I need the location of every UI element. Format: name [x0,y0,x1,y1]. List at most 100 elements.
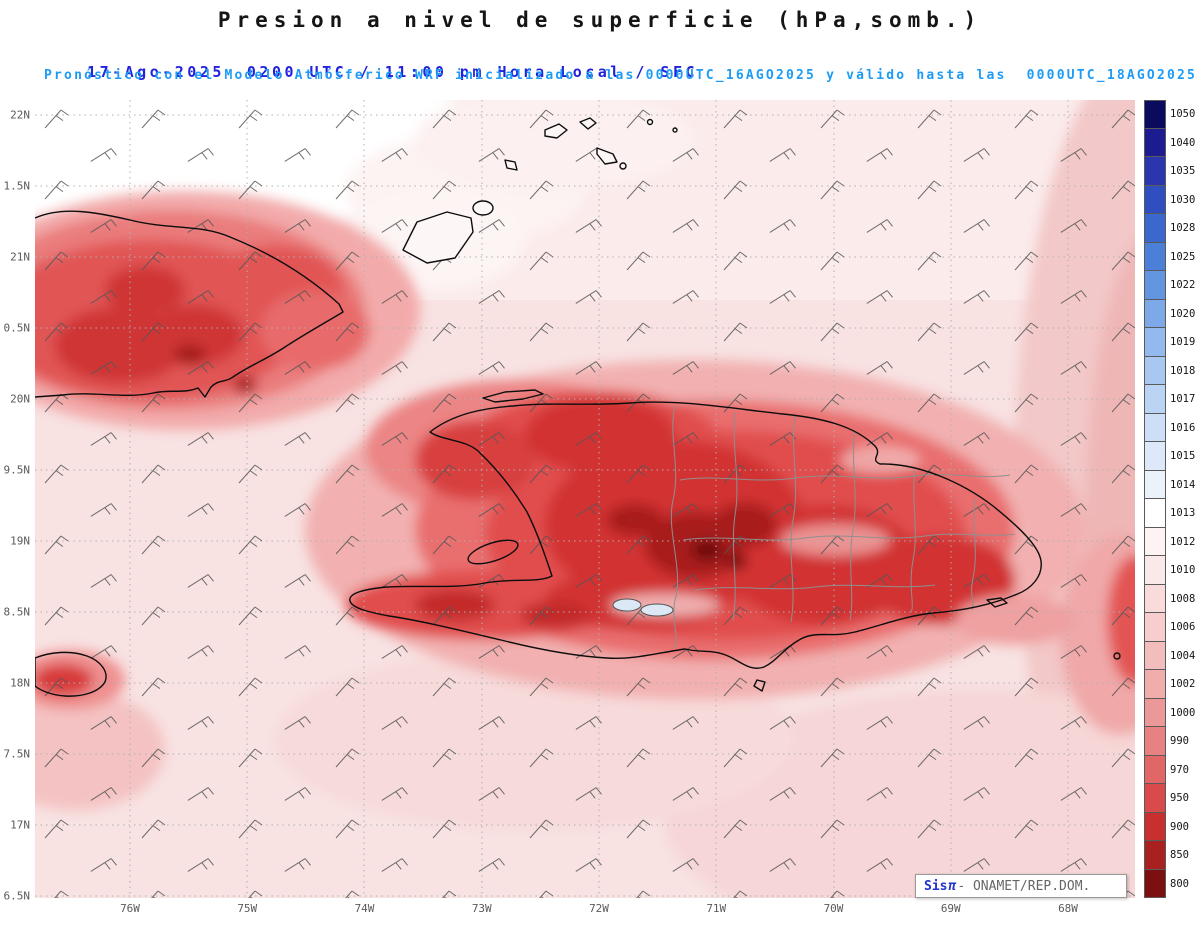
colorbar-entry: 1000 [1144,697,1200,727]
pi-logo-icon: π [948,878,957,894]
colorbar-swatch [1144,811,1166,841]
colorbar-label: 1035 [1170,165,1196,177]
lat-tick-label: 6.5N [3,889,31,903]
colorbar-label: 1019 [1170,336,1196,348]
forecast-time: 0200 UTC / 11:00 pm Hora Local / SFC [246,63,699,81]
colorbar-entry: 1015 [1144,441,1200,471]
lon-tick-label: 74W [354,902,375,915]
colorbar-swatch [1144,526,1166,556]
colorbar-label: 1002 [1170,678,1196,690]
colorbar-entry: 1030 [1144,184,1200,214]
map-plot [35,100,1135,898]
colorbar-label: 1050 [1170,108,1196,120]
colorbar-label: 1014 [1170,478,1196,491]
valid-time-line: 17-Ago-2025 0200 UTC / 11:00 pm Hora Loca… [62,45,698,81]
colorbar-swatch [1144,498,1166,528]
colorbar-label: 900 [1170,820,1189,833]
colorbar-swatch [1144,213,1166,243]
colorbar-entry: 850 [1144,840,1200,870]
colorbar-entry: 1017 [1144,384,1200,414]
colorbar-swatch [1144,298,1166,328]
colorbar-label: 1040 [1170,136,1196,149]
colorbar-entry: 1006 [1144,612,1200,642]
attribution-box: Sis π - ONAMET/REP.DOM. [915,874,1127,898]
colorbar-swatch [1144,270,1166,300]
colorbar-entry: 800 [1144,868,1200,898]
lat-tick-label: 21N [10,250,30,264]
colorbar-entry: 1028 [1144,213,1200,243]
lat-tick-label: 22N [10,108,30,122]
lat-tick-label: 19N [10,534,30,548]
lat-axis: 22N 1.5N 21N 0.5N 20N 9.5N 19N 8.5N 18N 7.5N 17N 6.… [0,100,33,903]
colorbar-entry: 950 [1144,783,1200,813]
colorbar-swatch [1144,127,1166,157]
lat-tick-label: 1.5N [3,179,31,193]
lon-tick-label: 69W [940,902,961,915]
colorbar-entry: 990 [1144,726,1200,756]
colorbar: 1050 1040 1035 1030 1028 1025 1022 1020 1019 1018… [1144,100,1200,898]
colorbar-swatch [1144,697,1166,727]
colorbar-swatch [1144,327,1166,357]
page-title: Presion a nivel de superficie (hPa,somb.… [217,8,983,32]
colorbar-swatch [1144,783,1166,813]
colorbar-swatch [1144,612,1166,642]
colorbar-label: 1013 [1170,507,1196,519]
colorbar-entry: 1025 [1144,241,1200,271]
colorbar-swatch [1144,100,1166,129]
colorbar-swatch [1144,669,1166,699]
colorbar-entry: 1050 [1144,100,1200,129]
colorbar-swatch [1144,184,1166,214]
admin-boundaries [670,405,1016,649]
lakes [612,598,674,617]
pressure-map [35,100,1135,898]
colorbar-label: 1010 [1170,564,1196,576]
colorbar-swatch [1144,726,1166,756]
colorbar-label: 1012 [1170,535,1196,548]
colorbar-entry: 1040 [1144,127,1200,157]
lat-tick-label: 18N [10,676,30,690]
lat-tick-label: 0.5N [3,321,31,335]
wind-barbs [35,100,1135,898]
lat-tick-label: 9.5N [3,463,31,477]
colorbar-entry: 1019 [1144,327,1200,357]
colorbar-label: 990 [1170,735,1189,747]
colorbar-entry: 970 [1144,754,1200,784]
colorbar-entry: 1008 [1144,583,1200,613]
lat-tick-label: 7.5N [3,747,31,761]
colorbar-label: 1025 [1170,250,1196,263]
colorbar-swatch [1144,754,1166,784]
colorbar-label: 850 [1170,849,1189,861]
colorbar-swatch [1144,868,1166,898]
colorbar-entry: 1016 [1144,412,1200,442]
model-info-line: Pronóstico con el Modelo Atmósferico WRF… [44,68,1198,83]
colorbar-label: 1008 [1170,592,1196,605]
colorbar-swatch [1144,384,1166,414]
colorbar-swatch [1144,840,1166,870]
colorbar-swatch [1144,469,1166,499]
colorbar-entry: 1020 [1144,298,1200,328]
colorbar-entry: 1004 [1144,640,1200,670]
colorbar-label: 1017 [1170,393,1196,405]
lon-tick-label: 68W [1058,902,1078,915]
colorbar-label: 1000 [1170,706,1196,719]
colorbar-entry: 1010 [1144,555,1200,585]
colorbar-swatch [1144,441,1166,471]
colorbar-entry: 1013 [1144,498,1200,528]
forecast-date: 17-Ago-2025 [87,63,225,81]
colorbar-swatch [1144,583,1166,613]
attribution-brand: Sis [924,878,948,894]
colorbar-label: 1016 [1170,421,1196,434]
colorbar-label: 1020 [1170,307,1196,320]
colorbar-swatch [1144,412,1166,442]
colorbar-entry: 1014 [1144,469,1200,499]
lon-axis: 76W 75W 74W 73W 72W 71W 70W 69W 68W [35,902,1135,918]
colorbar-swatch [1144,640,1166,670]
colorbar-label: 800 [1170,877,1189,890]
lon-tick-label: 76W [120,902,140,915]
lon-tick-label: 72W [589,902,609,915]
colorbar-label: 1022 [1170,279,1196,291]
lon-tick-label: 73W [471,902,492,915]
lat-tick-label: 17N [10,818,30,832]
colorbar-label: 970 [1170,763,1189,776]
colorbar-label: 1006 [1170,621,1196,633]
